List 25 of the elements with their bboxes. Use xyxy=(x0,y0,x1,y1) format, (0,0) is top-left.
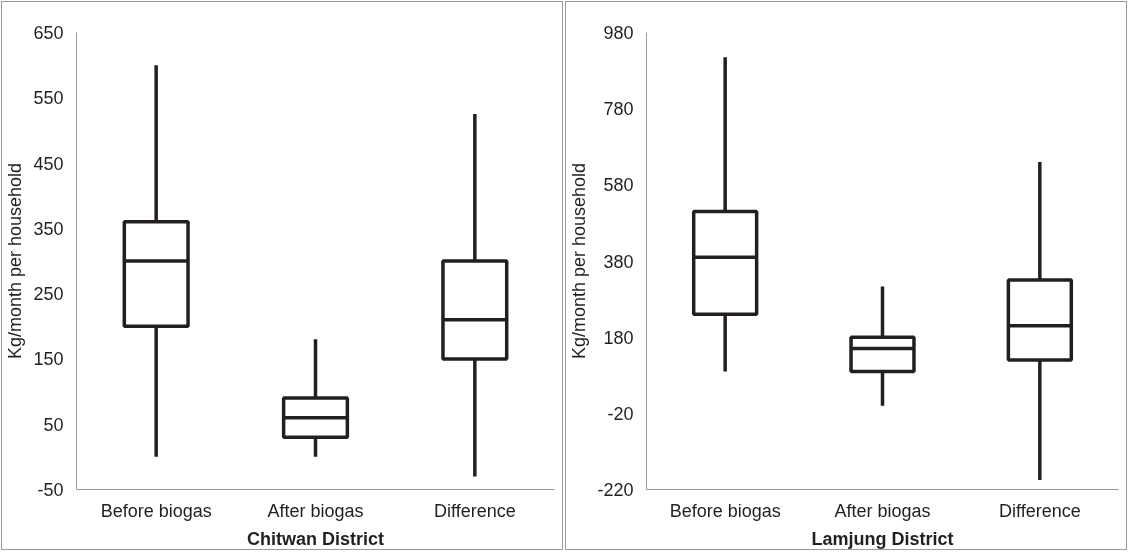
y-tick-label: 550 xyxy=(33,88,64,109)
y-tick-label: 150 xyxy=(33,349,64,370)
y-tick-label: 980 xyxy=(603,23,634,43)
y-tick-label: 180 xyxy=(603,327,634,348)
x-tick-label: Before biogas xyxy=(669,500,781,521)
x-axis-title: Lamjung District xyxy=(811,528,954,549)
y-axis-title: Kg/month per household xyxy=(5,162,26,360)
y-tick-label: 380 xyxy=(603,251,634,272)
x-tick-label: After biogas xyxy=(834,500,931,521)
y-tick-label: 250 xyxy=(33,284,64,305)
y-axis-title: Kg/month per household xyxy=(569,162,590,360)
y-tick-label: 580 xyxy=(603,175,634,196)
y-tick-label: 50 xyxy=(43,414,64,435)
x-tick-label: After biogas xyxy=(267,500,364,521)
y-tick-label: 450 xyxy=(33,153,64,174)
y-tick-label: -50 xyxy=(37,480,64,500)
x-tick-label: Difference xyxy=(998,500,1081,521)
x-tick-label: Difference xyxy=(433,500,516,521)
y-tick-label: -20 xyxy=(607,403,634,424)
y-tick-label: 650 xyxy=(33,23,64,43)
x-tick-label: Before biogas xyxy=(100,500,212,521)
x-axis-title: Chitwan District xyxy=(246,528,385,549)
y-tick-label: 350 xyxy=(33,218,64,239)
y-tick-label: 780 xyxy=(603,99,634,120)
y-tick-label: -220 xyxy=(597,480,634,500)
